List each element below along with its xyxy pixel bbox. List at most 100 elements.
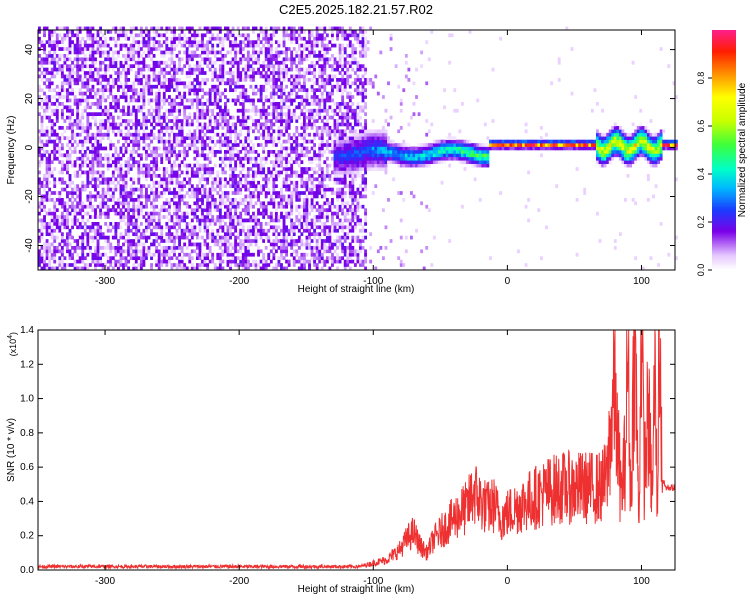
heatmap-cell [313, 50, 317, 55]
heatmap-cell [147, 30, 151, 34]
heatmap-cell [91, 115, 95, 120]
heatmap-cell [234, 98, 238, 103]
heatmap-cell [333, 64, 337, 69]
heatmap-cell [152, 239, 156, 243]
heatmap-cell [249, 115, 253, 120]
heatmap-cell [262, 150, 266, 154]
heatmap-cell [198, 249, 202, 254]
heatmap-cell [331, 218, 334, 223]
heatmap-cell [221, 252, 225, 257]
heatmap-cell [142, 95, 146, 99]
heatmap-cell [229, 174, 232, 178]
heatmap-cell [216, 228, 220, 233]
heatmap-cell [53, 222, 57, 226]
heatmap-cell [185, 225, 189, 230]
heatmap-cell [170, 198, 174, 202]
heatmap-cell [328, 208, 332, 213]
heatmap-cell [185, 191, 189, 195]
heatmap-cell [86, 163, 90, 168]
heatmap-cell [152, 163, 156, 168]
heatmap-cell [308, 204, 311, 209]
heatmap-cell [86, 170, 90, 175]
heatmap-cell [185, 132, 189, 137]
heatmap-cell [91, 170, 95, 175]
heatmap-cell [231, 204, 235, 209]
heatmap-cell [68, 146, 72, 151]
heatmap-cell [272, 26, 276, 31]
heatmap-cell [208, 208, 212, 213]
heatmap-cell [323, 98, 327, 103]
heatmap-cell [60, 170, 64, 175]
heatmap-cell [318, 74, 322, 79]
heatmap-cell [190, 143, 194, 147]
heatmap-cell [325, 43, 329, 48]
heatmap-cell [264, 246, 268, 250]
heatmap-cell [66, 30, 69, 34]
heatmap-cell [285, 184, 289, 189]
heatmap-cell [157, 263, 161, 267]
heatmap-cell [145, 249, 148, 254]
heatmap-cell [66, 242, 69, 247]
heatmap-cell [53, 108, 57, 113]
heatmap-cell [180, 235, 184, 240]
heatmap-cell [165, 146, 169, 151]
heatmap-cell [295, 129, 299, 134]
heatmap-cell [173, 122, 176, 127]
heatmap-cell [218, 256, 222, 261]
heatmap-cell [226, 239, 230, 243]
heatmap-cell [106, 191, 110, 195]
heatmap-cell [218, 115, 222, 120]
heatmap-cell [282, 256, 286, 261]
heatmap-cell [188, 88, 192, 93]
heatmap-cell [241, 259, 245, 264]
heatmap-cell [313, 259, 317, 264]
heatmap-cell [81, 256, 85, 261]
heatmap-cell [310, 115, 314, 120]
heatmap-cell [160, 246, 164, 250]
heatmap-cell [40, 129, 44, 134]
heatmap-cell [91, 33, 95, 38]
heatmap-cell [81, 126, 85, 130]
heatmap-cell [221, 67, 225, 72]
heatmap-cell [331, 91, 334, 96]
heatmap-cell [81, 215, 85, 219]
heatmap-cell [300, 160, 304, 165]
heatmap-cell [155, 232, 159, 237]
heatmap-cell [241, 222, 245, 226]
heatmap-cell [152, 252, 156, 257]
heatmap-cell [285, 129, 289, 134]
heatmap-cell [218, 194, 222, 199]
heatmap-cell [66, 235, 69, 240]
heatmap-cell [308, 54, 311, 58]
heatmap-cell [94, 259, 97, 264]
heatmap-cell [124, 136, 128, 141]
heatmap-cell [91, 252, 95, 257]
heatmap-cell [43, 132, 46, 137]
heatmap-cell [91, 228, 95, 233]
heatmap-cell [302, 43, 306, 48]
heatmap-cell [285, 71, 289, 75]
heatmap-cell [313, 156, 317, 161]
heatmap-cell [180, 211, 184, 216]
heatmap-cell [40, 160, 44, 165]
heatmap-cell [127, 201, 131, 206]
heatmap-cell [305, 204, 309, 209]
heatmap-cell [231, 170, 235, 175]
heatmap-cell [218, 259, 222, 264]
heatmap-cell [333, 57, 337, 62]
heatmap-cell [333, 204, 337, 209]
heatmap-cell [96, 132, 100, 137]
heatmap-cell [170, 40, 174, 45]
heatmap-cell [325, 143, 329, 147]
heatmap-cell [119, 64, 123, 69]
heatmap-cell [201, 36, 204, 41]
heatmap-cell [313, 222, 317, 226]
heatmap-cell [213, 222, 217, 226]
heatmap-cell [122, 184, 125, 189]
heatmap-cell [48, 30, 52, 34]
heatmap-cell [206, 242, 210, 247]
heatmap-cell [94, 208, 97, 213]
heatmap-cell [173, 246, 176, 250]
heatmap-cell [94, 246, 97, 250]
heatmap-cell [267, 74, 271, 79]
